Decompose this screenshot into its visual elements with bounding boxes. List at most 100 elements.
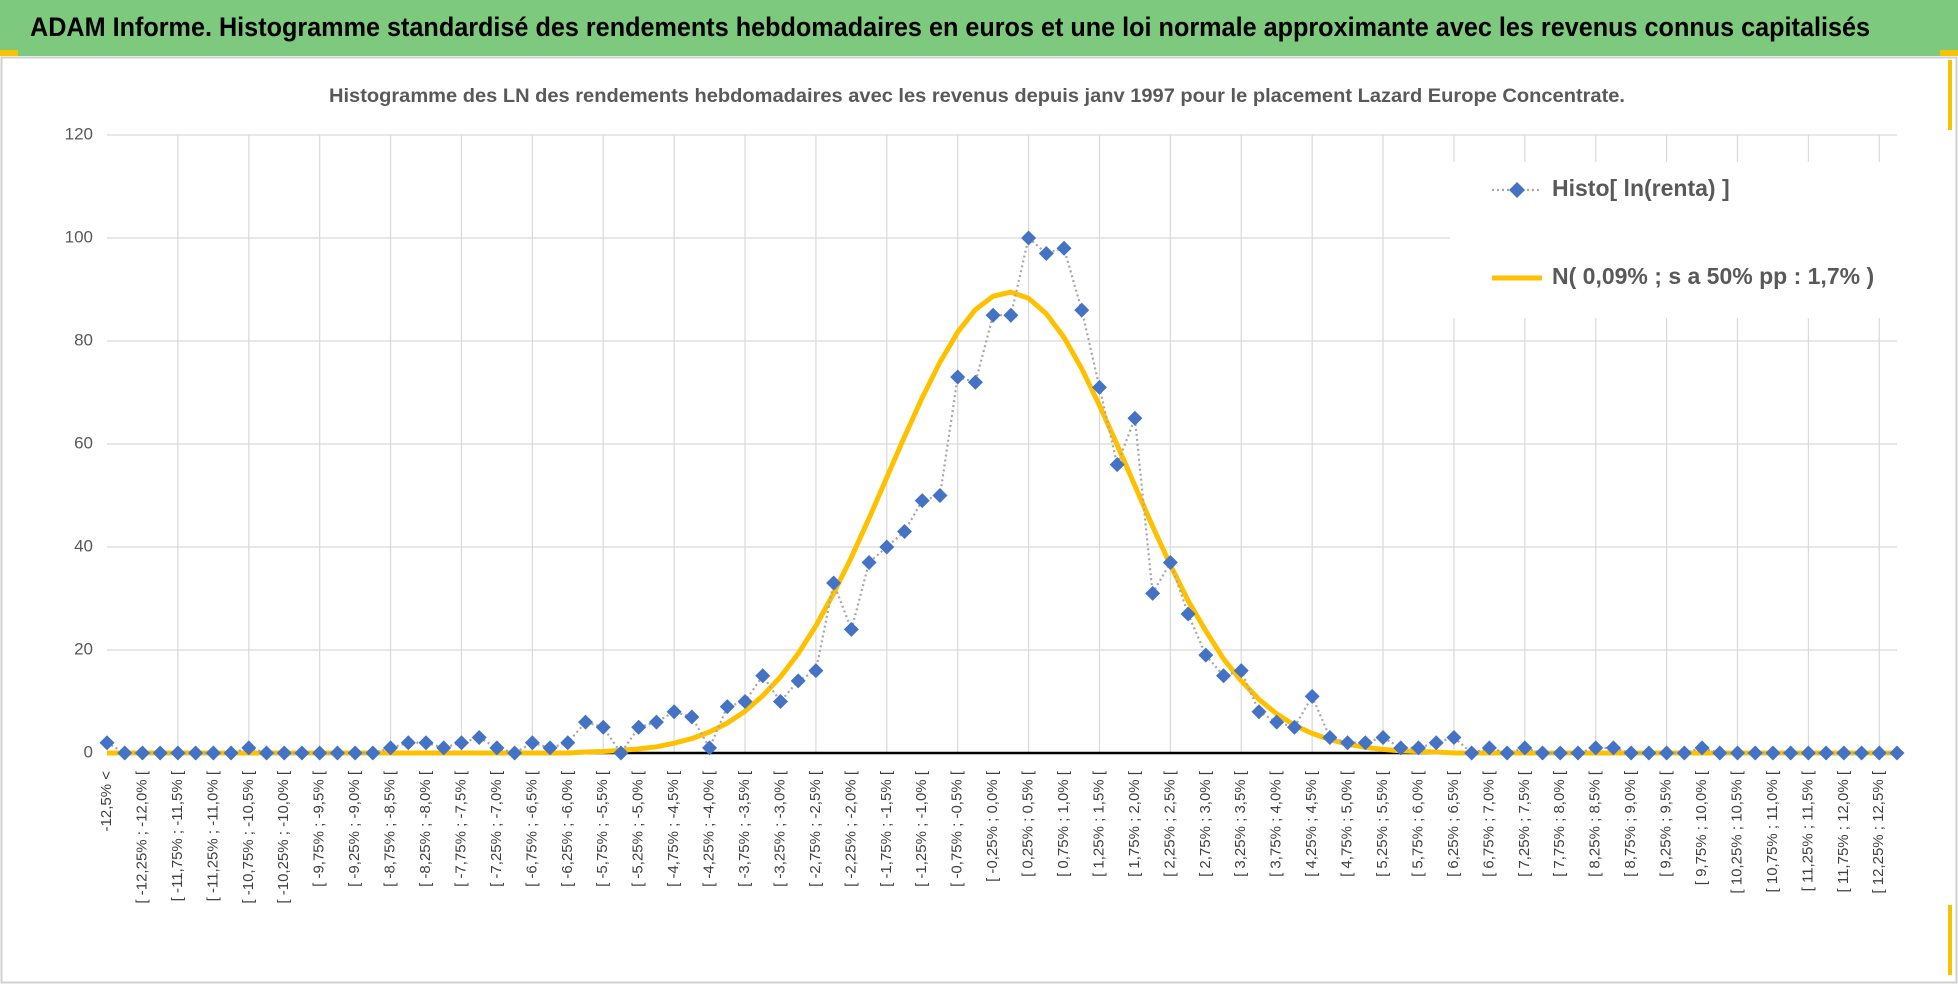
data-point (223, 745, 239, 761)
data-point (843, 621, 859, 637)
data-point (595, 719, 611, 735)
data-point (1127, 410, 1143, 426)
data-point (1003, 307, 1019, 323)
data-point (117, 745, 133, 761)
x-tick-label: [ -5,75% ; -5,5% [ (594, 770, 611, 887)
x-tick-label: [ -2,25% ; -2,0% [ (842, 770, 859, 887)
page-title: ADAM Informe. Histogramme standardisé de… (30, 12, 1870, 42)
x-tick-label: [ -2,75% ; -2,5% [ (807, 770, 824, 887)
data-point (1216, 668, 1232, 684)
data-point (1162, 554, 1178, 570)
data-point (524, 735, 540, 751)
x-tick-label: [ 12,25% ; 12,5% [ (1870, 770, 1887, 893)
x-tick-label: [ 10,75% ; 11,0% [ (1764, 770, 1781, 892)
x-tick-label: [ -8,75% ; -8,5% [ (382, 770, 399, 887)
data-point (1588, 740, 1604, 756)
y-tick-label: 20 (74, 639, 93, 658)
legend-marker (1509, 182, 1525, 198)
data-point (365, 745, 381, 761)
x-tick-label: [ 4,25% ; 4,5% [ (1303, 770, 1320, 877)
data-point (1091, 379, 1107, 395)
x-tick-label: [ -7,75% ; -7,5% [ (452, 770, 469, 887)
x-tick-label: [ -3,75% ; -3,5% [ (736, 770, 753, 887)
x-tick-label: [ 1,25% ; 1,5% [ (1090, 770, 1107, 877)
x-tick-label: [ 3,75% ; 4,0% [ (1268, 770, 1285, 877)
y-tick-label: 80 (74, 330, 93, 349)
data-point (684, 709, 700, 725)
data-point (861, 554, 877, 570)
data-point (1712, 745, 1728, 761)
data-point (1783, 745, 1799, 761)
x-tick-label: [ 4,75% ; 5,0% [ (1339, 770, 1356, 877)
series-line (107, 289, 1897, 756)
data-point (241, 740, 257, 756)
x-tick-label: [ 5,25% ; 5,5% [ (1374, 770, 1391, 877)
y-tick-label: 100 (65, 227, 93, 246)
data-point (1729, 745, 1745, 761)
data-point (205, 745, 221, 761)
x-tick-label: [ 6,25% ; 6,5% [ (1445, 770, 1462, 877)
x-tick-label: [ -5,25% ; -5,0% [ (630, 770, 647, 887)
data-point (1145, 585, 1161, 601)
x-tick-label: [ 11,25% ; 11,5% [ (1799, 770, 1816, 891)
data-point (134, 745, 150, 761)
data-point (1198, 647, 1214, 663)
x-tick-label: [ 2,75% ; 3,0% [ (1197, 770, 1214, 877)
data-point (347, 745, 363, 761)
data-point (578, 714, 594, 730)
chart-title: Histogramme des LN des rendements hebdom… (329, 86, 1625, 107)
data-point (1676, 745, 1692, 761)
data-point (808, 663, 824, 679)
data-point (560, 735, 576, 751)
data-point (1765, 745, 1781, 761)
data-point (879, 539, 895, 555)
data-point (666, 704, 682, 720)
x-tick-label: [ 3,25% ; 3,5% [ (1232, 770, 1249, 877)
x-tick-label: [ 11,75% ; 12,0% [ (1835, 770, 1852, 892)
x-tick-label: [ 7,75% ; 8,0% [ (1551, 770, 1568, 877)
header-accent (1940, 50, 1958, 56)
data-point (719, 699, 735, 715)
x-tick-label: [ -11,75% ; -11,5% [ (169, 770, 186, 901)
data-point (1517, 740, 1533, 756)
data-point (1570, 745, 1586, 761)
x-tick-label: [ 2,25% ; 2,5% [ (1161, 770, 1178, 877)
data-point (1428, 735, 1444, 751)
data-point (914, 493, 930, 509)
data-point (1393, 740, 1409, 756)
data-point (1038, 245, 1054, 261)
data-point (1410, 740, 1426, 756)
data-point (790, 673, 806, 689)
data-point (1623, 745, 1639, 761)
x-tick-label: [ -0,75% ; -0,5% [ (949, 770, 966, 887)
legend-label: N( 0,09% ; s a 50% pp : 1,7% ) (1552, 263, 1874, 289)
data-point (772, 694, 788, 709)
data-point (1499, 745, 1515, 761)
data-point (1056, 240, 1072, 256)
data-point (826, 575, 842, 591)
data-point (631, 719, 647, 735)
data-point (1871, 745, 1887, 761)
data-point (755, 668, 771, 684)
data-point (1535, 745, 1551, 761)
x-tick-label: [ -10,75% ; -10,5% [ (240, 770, 257, 903)
data-point (1818, 745, 1834, 761)
x-tick-label: [ 7,25% ; 7,5% [ (1516, 770, 1533, 877)
data-point (613, 745, 629, 761)
data-point (471, 730, 487, 746)
data-point (1304, 688, 1320, 704)
frame-accent (1948, 905, 1952, 975)
x-tick-label: [ -1,75% ; -1,5% [ (878, 770, 895, 887)
x-tick-label: [ -6,75% ; -6,5% [ (523, 770, 540, 887)
data-point (932, 488, 948, 503)
x-tick-label: [ -1,25% ; -1,0% [ (913, 770, 930, 887)
x-tick-label: [ -0,25% ; 0,0% [ (984, 770, 1001, 882)
data-point (259, 745, 275, 761)
data-point (1747, 745, 1763, 761)
x-tick-label: [ -4,75% ; -4,5% [ (665, 770, 682, 887)
data-point (950, 369, 966, 385)
data-point (1659, 745, 1675, 761)
data-point (1021, 230, 1037, 246)
x-tick-label: [ -8,25% ; -8,0% [ (417, 770, 434, 887)
